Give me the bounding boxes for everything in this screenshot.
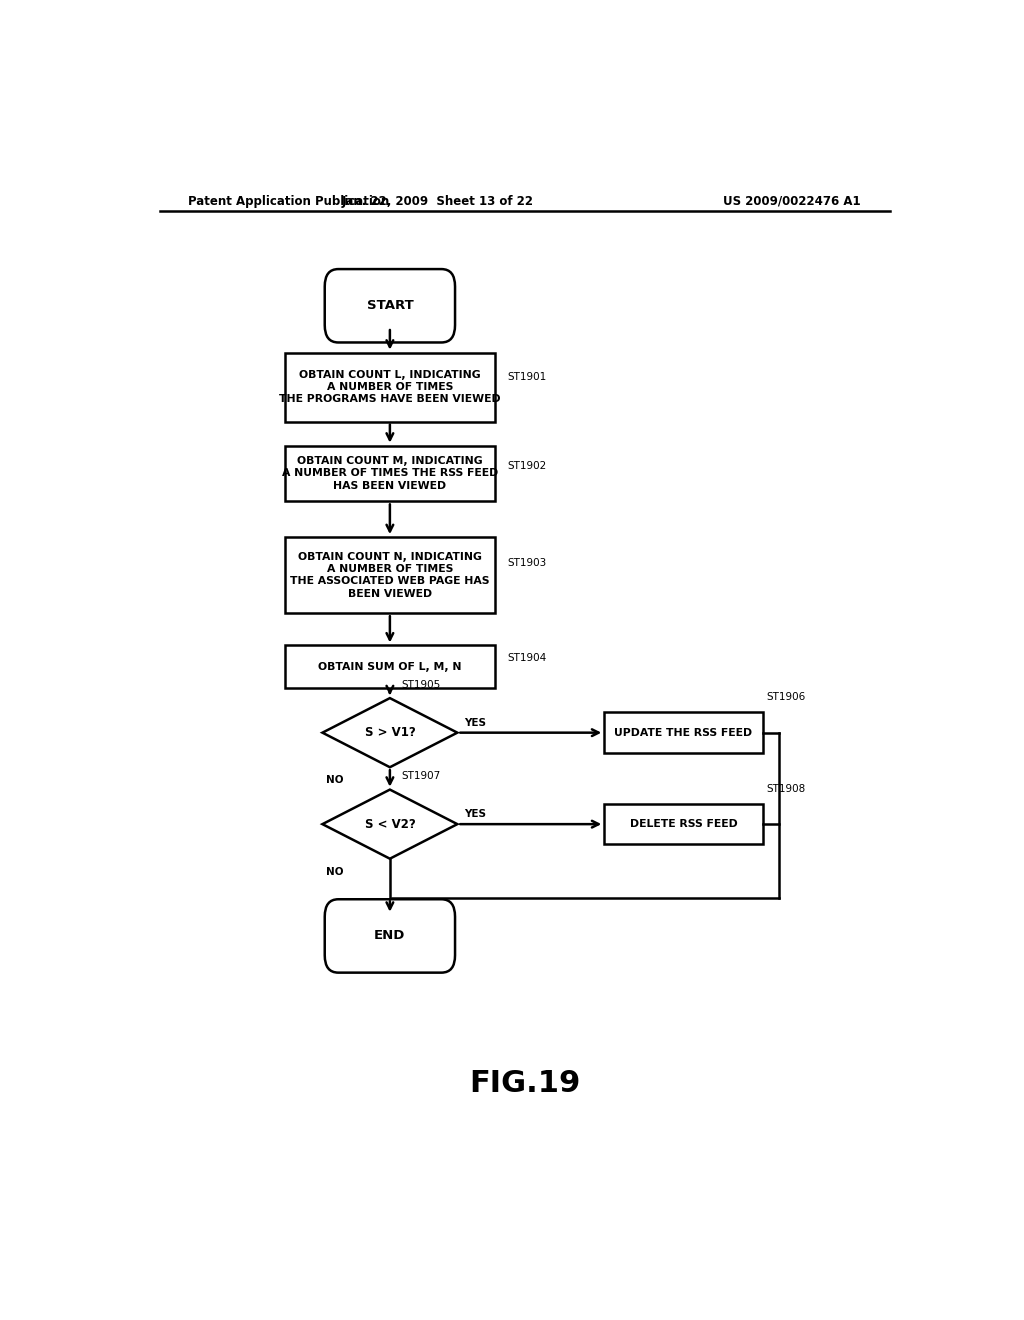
Text: START: START <box>367 300 414 313</box>
Text: UPDATE THE RSS FEED: UPDATE THE RSS FEED <box>614 727 753 738</box>
Text: YES: YES <box>464 809 485 818</box>
Text: ST1907: ST1907 <box>401 771 441 781</box>
Bar <box>285 645 495 688</box>
Bar <box>285 537 495 614</box>
Text: ST1905: ST1905 <box>401 680 441 690</box>
Bar <box>604 804 763 845</box>
Text: S > V1?: S > V1? <box>365 726 416 739</box>
Text: END: END <box>374 929 406 942</box>
Polygon shape <box>323 698 458 767</box>
Text: ST1903: ST1903 <box>507 558 546 568</box>
Text: YES: YES <box>464 718 485 727</box>
Text: ST1906: ST1906 <box>767 692 806 702</box>
Text: OBTAIN SUM OF L, M, N: OBTAIN SUM OF L, M, N <box>318 661 462 672</box>
Text: ST1902: ST1902 <box>507 462 546 471</box>
Text: NO: NO <box>327 867 344 876</box>
Text: OBTAIN COUNT N, INDICATING
A NUMBER OF TIMES
THE ASSOCIATED WEB PAGE HAS
BEEN VI: OBTAIN COUNT N, INDICATING A NUMBER OF T… <box>290 552 489 599</box>
Text: Patent Application Publication: Patent Application Publication <box>187 194 389 207</box>
Text: FIG.19: FIG.19 <box>469 1069 581 1098</box>
FancyBboxPatch shape <box>325 899 455 973</box>
Text: NO: NO <box>327 775 344 785</box>
Text: S < V2?: S < V2? <box>365 817 416 830</box>
FancyBboxPatch shape <box>325 269 455 342</box>
Bar <box>604 713 763 752</box>
Text: OBTAIN COUNT L, INDICATING
A NUMBER OF TIMES
THE PROGRAMS HAVE BEEN VIEWED: OBTAIN COUNT L, INDICATING A NUMBER OF T… <box>280 370 501 404</box>
Bar <box>285 352 495 421</box>
Text: ST1904: ST1904 <box>507 653 546 664</box>
Text: DELETE RSS FEED: DELETE RSS FEED <box>630 820 737 829</box>
Text: US 2009/0022476 A1: US 2009/0022476 A1 <box>723 194 861 207</box>
Polygon shape <box>323 789 458 859</box>
Text: ST1901: ST1901 <box>507 372 546 381</box>
Bar <box>285 446 495 502</box>
Text: ST1908: ST1908 <box>767 784 806 793</box>
Text: OBTAIN COUNT M, INDICATING
A NUMBER OF TIMES THE RSS FEED
HAS BEEN VIEWED: OBTAIN COUNT M, INDICATING A NUMBER OF T… <box>282 457 498 491</box>
Text: Jan. 22, 2009  Sheet 13 of 22: Jan. 22, 2009 Sheet 13 of 22 <box>342 194 534 207</box>
